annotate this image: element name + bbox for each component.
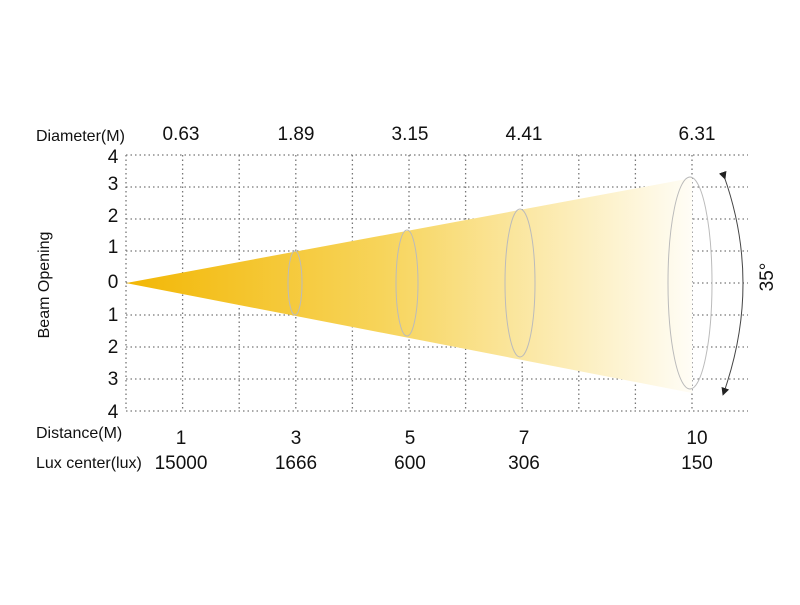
- diameter-value: 3.15: [392, 124, 429, 145]
- lux-value: 15000: [155, 453, 208, 474]
- beam-cone: [126, 178, 692, 393]
- lux-value: 600: [394, 453, 426, 474]
- diameter-value: 0.63: [163, 124, 200, 145]
- beam-angle: 35°: [757, 263, 778, 292]
- lux-label: Lux center(lux): [36, 455, 142, 472]
- lux-value: 150: [681, 453, 713, 474]
- axis-label: 1: [108, 237, 119, 258]
- axis-label: 3: [108, 369, 119, 390]
- diameter-value: 1.89: [278, 124, 315, 145]
- axis-label: 2: [108, 206, 119, 227]
- distance-value: 3: [291, 428, 302, 449]
- distance-value: 10: [686, 428, 707, 449]
- lux-value: 306: [508, 453, 540, 474]
- axis-label: 3: [108, 174, 119, 195]
- axis-label: 4: [108, 402, 119, 423]
- distance-label: Distance(M): [36, 425, 122, 442]
- diameter-value: 4.41: [506, 124, 543, 145]
- axis-title: Beam Opening: [36, 232, 53, 339]
- axis-label: 4: [108, 147, 119, 168]
- diameter-value: 6.31: [679, 124, 716, 145]
- beam-sections: [287, 176, 713, 390]
- axis-label: 1: [108, 305, 119, 326]
- diameter-label: Diameter(M): [36, 128, 125, 145]
- angle-arc: [718, 170, 744, 396]
- distance-value: 5: [405, 428, 416, 449]
- lux-value: 1666: [275, 453, 317, 474]
- distance-value: 7: [519, 428, 530, 449]
- distance-value: 1: [176, 428, 187, 449]
- axis-label: 2: [108, 337, 119, 358]
- axis-label: 0: [108, 272, 119, 293]
